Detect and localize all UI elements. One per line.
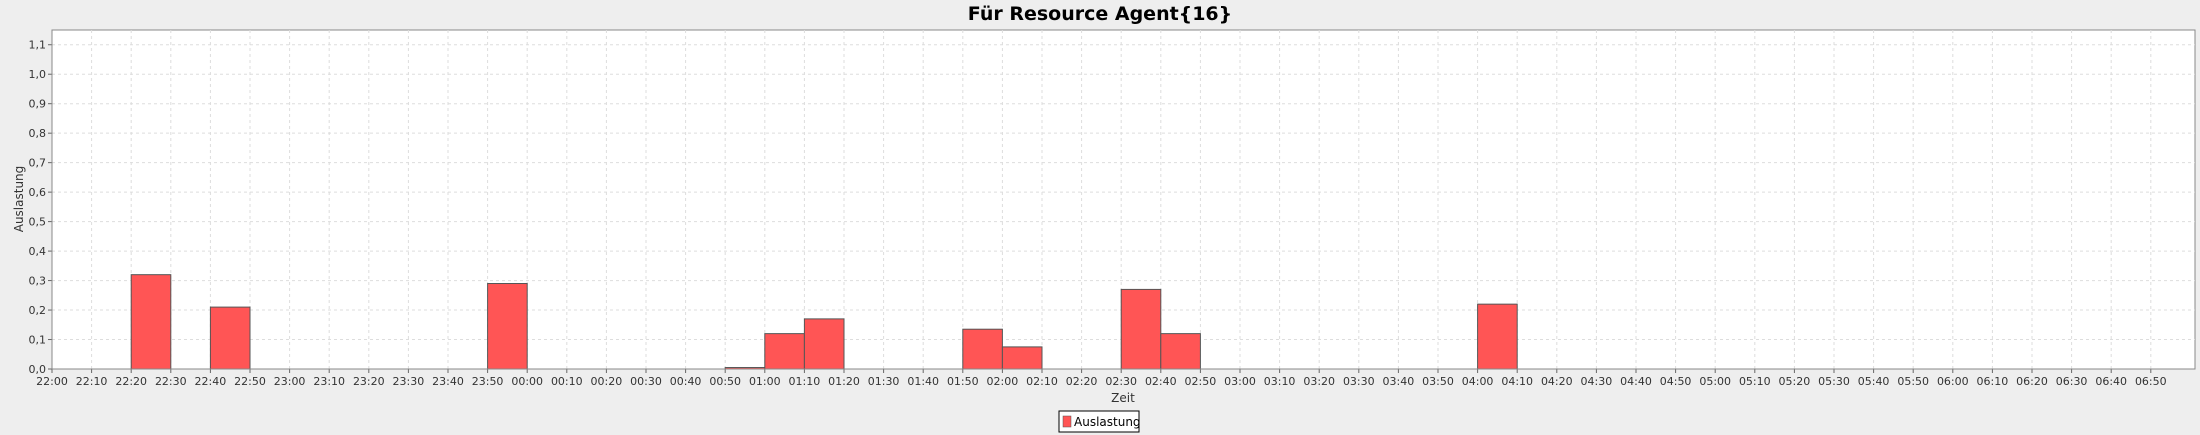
- x-tick-label: 00:30: [630, 375, 662, 388]
- x-tick-label: 02:50: [1185, 375, 1217, 388]
- x-tick-label: 02:10: [1026, 375, 1058, 388]
- x-tick-label: 02:00: [987, 375, 1019, 388]
- bar: [130, 274, 172, 370]
- x-tick-label: 03:00: [1224, 375, 1256, 388]
- x-tick-label: 05:40: [1858, 375, 1890, 388]
- x-tick-label: 04:20: [1541, 375, 1573, 388]
- y-tick-label: 0,8: [29, 127, 47, 140]
- y-tick-label: 0,5: [29, 216, 47, 229]
- y-tick-label: 0,2: [29, 304, 47, 317]
- x-tick-label: 03:10: [1264, 375, 1296, 388]
- x-tick-label: 05:50: [1897, 375, 1929, 388]
- x-tick-label: 23:40: [432, 375, 464, 388]
- y-tick-label: 0,9: [29, 98, 47, 111]
- bar: [487, 283, 528, 370]
- legend: Auslastung: [1058, 410, 1141, 433]
- x-tick-label: 06:40: [2095, 375, 2127, 388]
- x-tick-label: 02:40: [1145, 375, 1177, 388]
- x-tick-label: 00:50: [709, 375, 741, 388]
- y-tick-label: 0,4: [29, 245, 47, 258]
- y-tick-label: 0,0: [29, 363, 47, 376]
- y-tick-label: 1,1: [29, 39, 47, 52]
- x-tick-label: 00:20: [591, 375, 623, 388]
- x-tick-label: 01:20: [828, 375, 860, 388]
- x-tick-label: 22:20: [115, 375, 147, 388]
- x-tick-label: 00:10: [551, 375, 583, 388]
- x-tick-label: 22:40: [195, 375, 227, 388]
- x-axis-label: Zeit: [1111, 391, 1135, 405]
- x-tick-label: 23:30: [393, 375, 425, 388]
- bar: [1160, 333, 1201, 370]
- x-tick-label: 04:10: [1501, 375, 1533, 388]
- x-tick-label: 06:20: [2016, 375, 2048, 388]
- x-tick-label: 23:00: [274, 375, 306, 388]
- x-tick-label: 22:00: [36, 375, 68, 388]
- x-tick-label: 00:00: [511, 375, 543, 388]
- x-tick-label: 06:30: [2056, 375, 2088, 388]
- bar: [1120, 288, 1162, 370]
- x-tick-label: 05:10: [1739, 375, 1771, 388]
- y-tick-label: 0,6: [29, 186, 47, 199]
- x-tick-label: 03:30: [1343, 375, 1375, 388]
- x-axis: 22:00 22:10 22:20 22:30 22:40 22:50 23:00 23:10…: [36, 368, 2195, 388]
- y-axis-label: Auslastung: [12, 166, 26, 233]
- x-tick-label: 01:40: [907, 375, 939, 388]
- y-tick-label: 0,7: [29, 157, 47, 170]
- bar: [209, 306, 251, 370]
- legend-label: Auslastung: [1074, 415, 1141, 429]
- bar: [803, 318, 845, 370]
- x-tick-label: 04:50: [1660, 375, 1692, 388]
- x-tick-label: 06:50: [2135, 375, 2167, 388]
- x-tick-label: 05:00: [1699, 375, 1731, 388]
- x-tick-label: 03:50: [1422, 375, 1454, 388]
- x-tick-label: 01:30: [868, 375, 900, 388]
- y-tick-label: 1,0: [29, 68, 47, 81]
- x-tick-label: 04:40: [1620, 375, 1652, 388]
- y-tick-label: 0,3: [29, 275, 47, 288]
- x-tick-label: 02:20: [1066, 375, 1098, 388]
- x-tick-label: 04:00: [1462, 375, 1494, 388]
- bar: [764, 333, 805, 370]
- x-tick-label: 03:40: [1383, 375, 1415, 388]
- x-tick-label: 00:40: [670, 375, 702, 388]
- x-tick-label: 23:10: [313, 375, 345, 388]
- x-tick-label: 04:30: [1581, 375, 1613, 388]
- x-tick-label: 23:20: [353, 375, 385, 388]
- bar-group: [130, 274, 1518, 370]
- legend-box: [1058, 410, 1140, 433]
- y-tick-label: 0,1: [29, 334, 47, 347]
- x-tick-label: 06:10: [1977, 375, 2009, 388]
- x-tick-label: 22:50: [234, 375, 266, 388]
- x-tick-label: 05:20: [1779, 375, 1811, 388]
- grid-lines: [52, 30, 2195, 369]
- x-tick-label: 05:30: [1818, 375, 1850, 388]
- x-tick-label: 01:00: [749, 375, 781, 388]
- x-tick-label: 23:50: [472, 375, 504, 388]
- x-tick-label: 02:30: [1105, 375, 1137, 388]
- x-tick-label: 22:10: [76, 375, 108, 388]
- chart-title: Für Resource Agent{16}: [968, 3, 1232, 25]
- x-tick-label: 03:20: [1303, 375, 1335, 388]
- y-axis: 0,0 0,1 0,2 0,3 0,4 0,5 0,6 0,7 0,8 0,9 1,0 1,1: [29, 30, 53, 376]
- x-tick-label: 22:30: [155, 375, 187, 388]
- x-tick-label: 01:50: [947, 375, 979, 388]
- x-tick-label: 01:10: [789, 375, 821, 388]
- bar: [1001, 346, 1043, 370]
- x-tick-label: 06:00: [1937, 375, 1969, 388]
- bar: [1477, 303, 1518, 370]
- legend-swatch: [1062, 415, 1072, 428]
- bar: [962, 328, 1003, 370]
